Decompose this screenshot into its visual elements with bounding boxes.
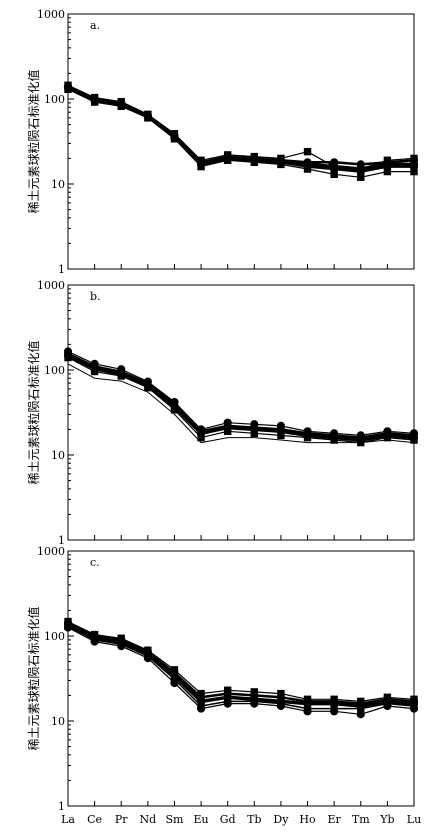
panel-a-series-4-point xyxy=(276,158,286,167)
panel-c-x-tick-label: La xyxy=(61,813,75,826)
panel-a-series-4-point xyxy=(63,83,73,92)
panel-b-series-4-line xyxy=(67,363,415,444)
panel-a-series-3-point xyxy=(330,170,338,179)
panel-c-y-tick-label: 100 xyxy=(44,630,65,643)
panel-c-x-tick-label: Lu xyxy=(407,813,421,826)
panel-a-series-4-point xyxy=(303,160,312,169)
panel-c-y-tick-label: 1000 xyxy=(37,545,65,558)
panel-c-x-tick-label: Ce xyxy=(87,813,102,826)
panel-c-series-4-point xyxy=(303,707,312,716)
panel-c-series-4-point xyxy=(170,678,179,688)
panel-b-series-3-point xyxy=(330,436,338,444)
panel-c-x-tick-label: Sm xyxy=(165,813,184,826)
panel-c-x-tick-label: Dy xyxy=(273,813,289,826)
panel-a-series-4-point xyxy=(356,164,365,174)
panel-c-x-tick-label: Nd xyxy=(140,813,157,826)
panel-a-series-4-point xyxy=(250,156,259,165)
panel-b-series-3-point xyxy=(223,427,232,436)
panel-b-frame xyxy=(67,284,415,541)
panel-b-label: b. xyxy=(90,290,101,303)
panel-c-series-4-point xyxy=(117,642,126,651)
panel-c-x-tick-label: Ho xyxy=(299,813,316,826)
panel-c-x-tick-label: Er xyxy=(328,813,342,826)
panel-a-series-4-point xyxy=(330,162,339,171)
panel-a-series-4-point xyxy=(383,160,392,169)
panel-b-series-3-point xyxy=(64,353,72,362)
panel-a-y-tick-label: 10 xyxy=(51,178,65,191)
panel-c-series-4-point xyxy=(409,704,419,713)
panel-b-y-tick-label: 100 xyxy=(44,364,65,377)
panel-c-series-4-point xyxy=(330,707,339,716)
panel-b-series-3-point xyxy=(90,367,99,376)
panel-b-series-3-point xyxy=(197,433,205,442)
panel-a-series-4-point xyxy=(409,160,419,169)
panel-c-y-tick-label: 1 xyxy=(58,800,65,813)
panel-c-series-4-point xyxy=(223,699,232,708)
panel-a-series-3-point xyxy=(383,167,392,176)
panel-c-series-3-line xyxy=(67,625,415,710)
panel-c-series-0-line xyxy=(67,620,415,703)
panel-a-series-4-point xyxy=(90,95,99,104)
panel-a-series-4-line xyxy=(67,85,414,171)
panel-c-x-tick-label: Pr xyxy=(115,813,128,826)
panel-b-series-2-line xyxy=(67,353,415,442)
panel-b-series-3-point xyxy=(170,406,179,414)
panel-a-label: a. xyxy=(90,19,100,32)
panel-a-y-tick-label: 1 xyxy=(58,263,65,276)
panel-c-label: c. xyxy=(90,556,100,569)
panel-a-series-4-point xyxy=(223,154,232,163)
panel-a-series-4-point xyxy=(196,160,206,169)
panel-c-series-4-line xyxy=(67,626,415,715)
panel-b-series-3-point xyxy=(144,383,152,392)
panel-c-x-tick-label: Tb xyxy=(247,813,261,826)
panel-c-frame xyxy=(67,550,415,807)
panel-c-series-2-line xyxy=(67,623,415,708)
panel-a-series-0-point xyxy=(303,147,312,156)
panel-a-series-4-point xyxy=(117,99,126,108)
panel-b-ylabel: 稀土元素球粒陨石标准化值 xyxy=(26,340,41,484)
panel-b-series-3-point xyxy=(410,436,418,444)
panel-a-frame xyxy=(67,13,415,270)
panel-b-y-tick-label: 1 xyxy=(58,534,65,547)
panel-c-series-4-point xyxy=(383,701,392,711)
panel-a-series-3-line xyxy=(67,88,414,178)
panel-a-series-4-point xyxy=(143,111,152,121)
panel-b-y-tick-label: 10 xyxy=(51,449,65,462)
panel-b-series-3-point xyxy=(303,433,312,442)
panel-c-series-4-point xyxy=(143,653,152,663)
panel-c-x-tick-label: Eu xyxy=(194,813,209,826)
panel-c-y-tick-label: 10 xyxy=(51,715,65,728)
panel-c-x-tick-label: Gd xyxy=(220,813,236,826)
panel-a-series-3-point xyxy=(357,173,365,181)
panel-b-series-3-point xyxy=(277,431,285,440)
panel-c-series-4-point xyxy=(276,701,286,711)
panel-a-ylabel: 稀土元素球粒陨石标准化值 xyxy=(26,69,41,213)
panel-a-y-tick-label: 1000 xyxy=(37,8,65,21)
panel-a-y-tick-label: 100 xyxy=(44,93,65,106)
panel-c-x-tick-label: Tm xyxy=(352,813,370,826)
panel-b-y-tick-label: 1000 xyxy=(37,279,65,292)
panel-c-series-4-point xyxy=(250,699,259,708)
panel-c-ylabel: 稀土元素球粒陨石标准化值 xyxy=(26,606,41,750)
panel-a-series-4-point xyxy=(170,132,179,141)
panel-b-series-0-line xyxy=(67,350,415,436)
panel-b-series-3-point xyxy=(383,433,392,442)
panel-c-series-1-line xyxy=(67,621,415,705)
panel-c-x-tick-label: Yb xyxy=(379,813,394,826)
panel-c-series-4-point xyxy=(356,710,365,719)
panel-c-series-4-point xyxy=(196,704,206,713)
panel-a-series-3-point xyxy=(410,167,418,176)
panel-c-series-4-point xyxy=(63,623,73,632)
panel-c-series-4-point xyxy=(90,637,99,646)
panel-b-series-3-point xyxy=(250,429,259,438)
panel-b-series-3-point xyxy=(117,372,125,380)
